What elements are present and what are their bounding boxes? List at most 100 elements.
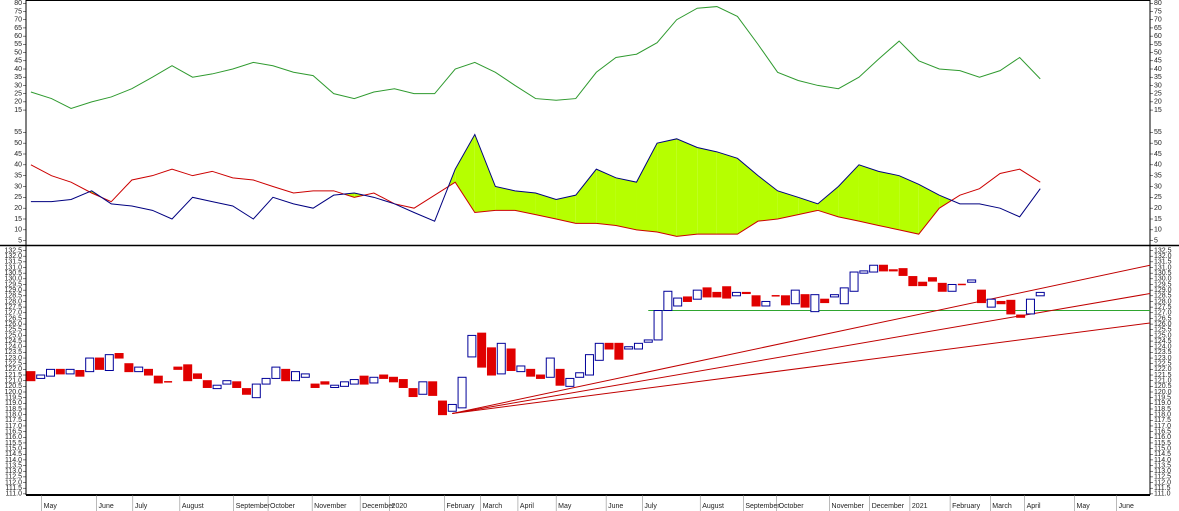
y-tick-label: 124.5	[4, 338, 22, 345]
candle	[202, 380, 212, 388]
y-tick-label: 35	[1154, 74, 1162, 81]
y-tick-label: 112.5	[5, 474, 22, 481]
candle	[261, 377, 271, 385]
y-tick-label: 30	[14, 82, 22, 89]
candle	[653, 310, 663, 341]
y-tick-label: 120.0	[1154, 389, 1172, 396]
y-tick-label: 125.0	[1154, 332, 1172, 339]
x-tick-label: May	[558, 503, 572, 510]
y-tick-label: 55	[1154, 41, 1162, 48]
fill-area	[657, 138, 677, 237]
candle	[516, 365, 526, 373]
x-tick-label: October	[779, 503, 805, 510]
y-tick-label: 112.5	[1154, 474, 1171, 481]
candle	[673, 297, 683, 307]
y-tick-label: 113.5	[1154, 462, 1171, 469]
x-tick-label: March	[992, 503, 1012, 510]
indicator-line	[30, 164, 1041, 237]
trend-line	[452, 264, 1151, 414]
y-tick-label: 122.0	[1154, 366, 1172, 373]
y-tick-label: 117.5	[1154, 417, 1171, 424]
y-tick-label: 111.5	[1154, 485, 1171, 492]
candle	[545, 357, 555, 378]
candle	[869, 264, 879, 273]
y-tick-label: 45	[1154, 58, 1162, 65]
fill-area	[939, 195, 952, 209]
y-tick-label: 45	[14, 151, 22, 158]
candle	[271, 366, 281, 379]
fill-area	[798, 197, 818, 215]
y-tick-label: 122.5	[1154, 361, 1172, 368]
candle	[937, 282, 947, 292]
candle	[722, 286, 732, 299]
candle	[849, 271, 859, 292]
fill-area	[615, 177, 637, 230]
candle	[65, 368, 75, 375]
x-tick-label: February	[952, 503, 981, 510]
y-tick-label: 117.0	[5, 423, 22, 430]
x-tick-label: August	[182, 503, 204, 510]
y-tick-label: 35	[14, 74, 22, 81]
y-tick-label: 80	[14, 0, 22, 7]
y-tick-label: 50	[14, 49, 22, 56]
fill-area	[636, 143, 658, 232]
x-tick-label: 2021	[912, 503, 928, 510]
candle	[467, 334, 477, 358]
x-tick-label: 2020	[392, 503, 408, 510]
y-tick-label: 15	[14, 216, 22, 223]
x-tick-label: May	[1077, 503, 1091, 510]
fill-area	[737, 158, 759, 235]
y-tick-label: 40	[14, 66, 22, 73]
y-tick-label: 119.5	[1154, 395, 1171, 402]
candle	[829, 294, 839, 298]
candle	[682, 296, 692, 302]
y-tick-label: 40	[1154, 66, 1162, 73]
y-tick-label: 40	[14, 162, 22, 169]
candle	[281, 368, 291, 382]
x-tick-label: December	[362, 503, 395, 510]
candle	[898, 268, 908, 276]
y-tick-label: 75	[14, 8, 22, 15]
y-tick-label: 132.5	[4, 247, 22, 254]
fill-area	[676, 138, 698, 237]
candle	[584, 354, 594, 376]
y-tick-label: 118.5	[1154, 406, 1171, 413]
y-tick-label: 121.5	[1154, 372, 1172, 379]
y-tick-label: 15	[1154, 216, 1162, 223]
y-tick-label: 122.0	[4, 366, 22, 373]
candle	[918, 281, 928, 287]
candle	[300, 373, 310, 378]
y-tick-label: 75	[1154, 8, 1162, 15]
candle	[251, 383, 261, 399]
x-tick-label: June	[99, 503, 114, 510]
y-tick-label: 70	[14, 17, 22, 24]
candle	[614, 342, 624, 360]
y-tick-label: 128.5	[1154, 293, 1172, 300]
candle	[741, 291, 751, 295]
x-tick-label: June	[1119, 503, 1134, 510]
y-tick-label: 115.0	[5, 445, 22, 452]
candle	[731, 291, 741, 297]
x-tick-label: April	[520, 503, 534, 510]
y-tick-label: 132.5	[1154, 247, 1172, 254]
y-tick-label: 121.5	[4, 372, 22, 379]
candle	[104, 354, 114, 371]
y-tick-label: 131.5	[4, 259, 22, 266]
y-tick-label: 123.0	[4, 355, 22, 362]
x-tick-label: August	[702, 503, 724, 510]
candle	[388, 376, 398, 383]
y-tick-label: 30	[14, 183, 22, 190]
y-tick-label: 115.0	[1154, 445, 1171, 452]
x-tick-label: July	[135, 503, 148, 510]
y-tick-label: 20	[1154, 99, 1162, 106]
y-tick-label: 124.0	[1154, 344, 1172, 351]
fill-area	[716, 151, 738, 235]
y-tick-label: 130.5	[4, 270, 22, 277]
y-tick-label: 128.5	[4, 293, 22, 300]
y-tick-label: 70	[1154, 17, 1162, 24]
y-tick-label: 30	[1154, 82, 1162, 89]
candle	[114, 353, 124, 359]
candle	[604, 342, 614, 350]
candle	[486, 347, 496, 376]
